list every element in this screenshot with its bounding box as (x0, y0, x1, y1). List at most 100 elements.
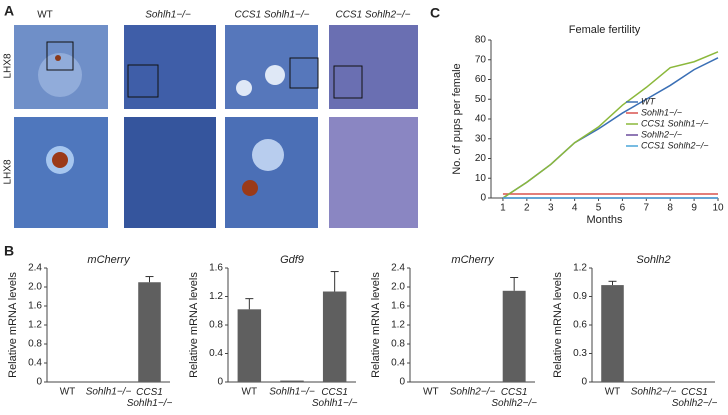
y-tick-label: 1.2 (209, 291, 223, 302)
column-label: WT (37, 10, 53, 21)
bar (502, 290, 526, 382)
y-tick-label: 1.2 (28, 320, 42, 331)
panel-label: B (4, 243, 14, 259)
y-tick-label: 0 (217, 377, 223, 388)
y-tick-label: 0 (581, 377, 587, 388)
y-axis-title: No. of pups per female (451, 63, 463, 174)
oocyte (242, 180, 258, 196)
y-tick-label: 1.2 (391, 320, 405, 331)
x-tick-label: CCS1 Sohlh2−/− (672, 387, 718, 409)
y-tick-label: 0.8 (28, 339, 42, 350)
x-tick-label: 9 (691, 203, 697, 214)
row-label: LHX8 (3, 159, 14, 184)
x-tick-label: WT (605, 387, 621, 398)
x-tick-label: 7 (644, 203, 650, 214)
x-tick-label: WT (60, 387, 76, 398)
legend-label: WT (641, 96, 656, 106)
y-tick-label: 1.6 (391, 301, 405, 312)
legend-label: CCS1 Sohlh1−/− (641, 118, 709, 128)
micrographs (14, 25, 418, 228)
y-tick-label: 1.2 (573, 263, 587, 274)
y-tick-label: 0 (480, 193, 486, 204)
chart-title: Female fertility (569, 24, 641, 36)
x-tick-label: Sohlh1−/− (269, 387, 315, 398)
y-tick-label: 0.4 (209, 348, 223, 359)
legend-label: CCS1 Sohlh2−/− (641, 140, 709, 150)
y-tick-label: 0.3 (573, 348, 587, 359)
chart-title: mCherry (451, 254, 495, 266)
y-axis-title: Relative mRNA levels (370, 272, 382, 378)
y-tick-label: 20 (475, 153, 487, 164)
y-tick-label: 1.6 (28, 301, 42, 312)
y-tick-label: 0.6 (573, 320, 587, 331)
y-tick-label: 80 (475, 35, 487, 46)
x-tick-label: WT (423, 387, 439, 398)
column-label: CCS1 Sohlh1−/− (234, 10, 309, 21)
y-axis-title: Relative mRNA levels (552, 272, 564, 378)
chart-title: Gdf9 (280, 254, 304, 266)
y-tick-label: 40 (475, 114, 487, 125)
bar (138, 282, 161, 382)
y-tick-label: 70 (475, 54, 487, 65)
row-label: LHX8 (3, 53, 14, 78)
x-tick-label: Sohlh1−/− (86, 387, 132, 398)
inset-box (46, 41, 74, 71)
micrograph (329, 25, 418, 109)
bar (237, 309, 262, 382)
oocyte (52, 152, 68, 168)
micrograph (124, 117, 216, 228)
inset-box (333, 65, 363, 99)
x-tick-label: 1 (500, 203, 506, 214)
y-tick-label: 2.0 (28, 282, 42, 293)
follicle (252, 139, 284, 171)
follicle (236, 80, 252, 96)
legend-label: Sohlh1−/− (641, 107, 682, 117)
y-tick-label: 1.6 (209, 263, 223, 274)
follicle (265, 65, 285, 85)
x-tick-label: 3 (548, 203, 554, 214)
micrograph (225, 117, 318, 228)
x-tick-label: 6 (620, 203, 626, 214)
y-tick-label: 50 (475, 94, 487, 105)
x-tick-label: CCS1 Sohlh1−/− (312, 387, 358, 409)
chart-title: mCherry (87, 254, 131, 266)
oocyte (55, 55, 61, 61)
y-axis-title: Relative mRNA levels (188, 272, 200, 378)
column-label: CCS1 Sohlh2−/− (335, 10, 410, 21)
x-tick-label: WT (242, 387, 258, 398)
x-tick-label: CCS1 Sohlh1−/− (127, 387, 173, 409)
x-axis-title: Months (586, 214, 623, 226)
y-tick-label: 30 (475, 133, 487, 144)
y-tick-label: 0.4 (28, 358, 42, 369)
series-line (502, 51, 719, 199)
y-tick-label: 0.4 (391, 358, 405, 369)
y-tick-label: 2.0 (391, 282, 405, 293)
x-tick-label: 2 (524, 203, 530, 214)
x-tick-label: 8 (667, 203, 673, 214)
follicle (38, 53, 82, 97)
x-tick-label: 10 (712, 203, 724, 214)
y-tick-label: 0.9 (573, 291, 587, 302)
panel-label: A (4, 3, 14, 19)
y-tick-label: 10 (475, 173, 487, 184)
micrograph (329, 117, 418, 228)
legend-label: Sohlh2−/− (641, 129, 682, 139)
y-tick-label: 60 (475, 74, 487, 85)
inset-box (127, 64, 159, 98)
x-tick-label: Sohlh2−/− (450, 387, 496, 398)
bar (280, 380, 304, 382)
y-tick-label: 0.8 (391, 339, 405, 350)
y-tick-label: 2.4 (28, 263, 42, 274)
y-tick-label: 2.4 (391, 263, 405, 274)
bar (601, 285, 624, 382)
y-tick-label: 0 (36, 377, 42, 388)
chart-title: Sohlh2 (636, 254, 670, 266)
y-tick-label: 0 (399, 377, 405, 388)
x-tick-label: 5 (596, 203, 602, 214)
bar (322, 291, 347, 382)
x-tick-label: Sohlh2−/− (631, 387, 677, 398)
column-label: Sohlh1−/− (145, 10, 191, 21)
panel-label: C (430, 5, 440, 21)
x-tick-label: 4 (572, 203, 578, 214)
